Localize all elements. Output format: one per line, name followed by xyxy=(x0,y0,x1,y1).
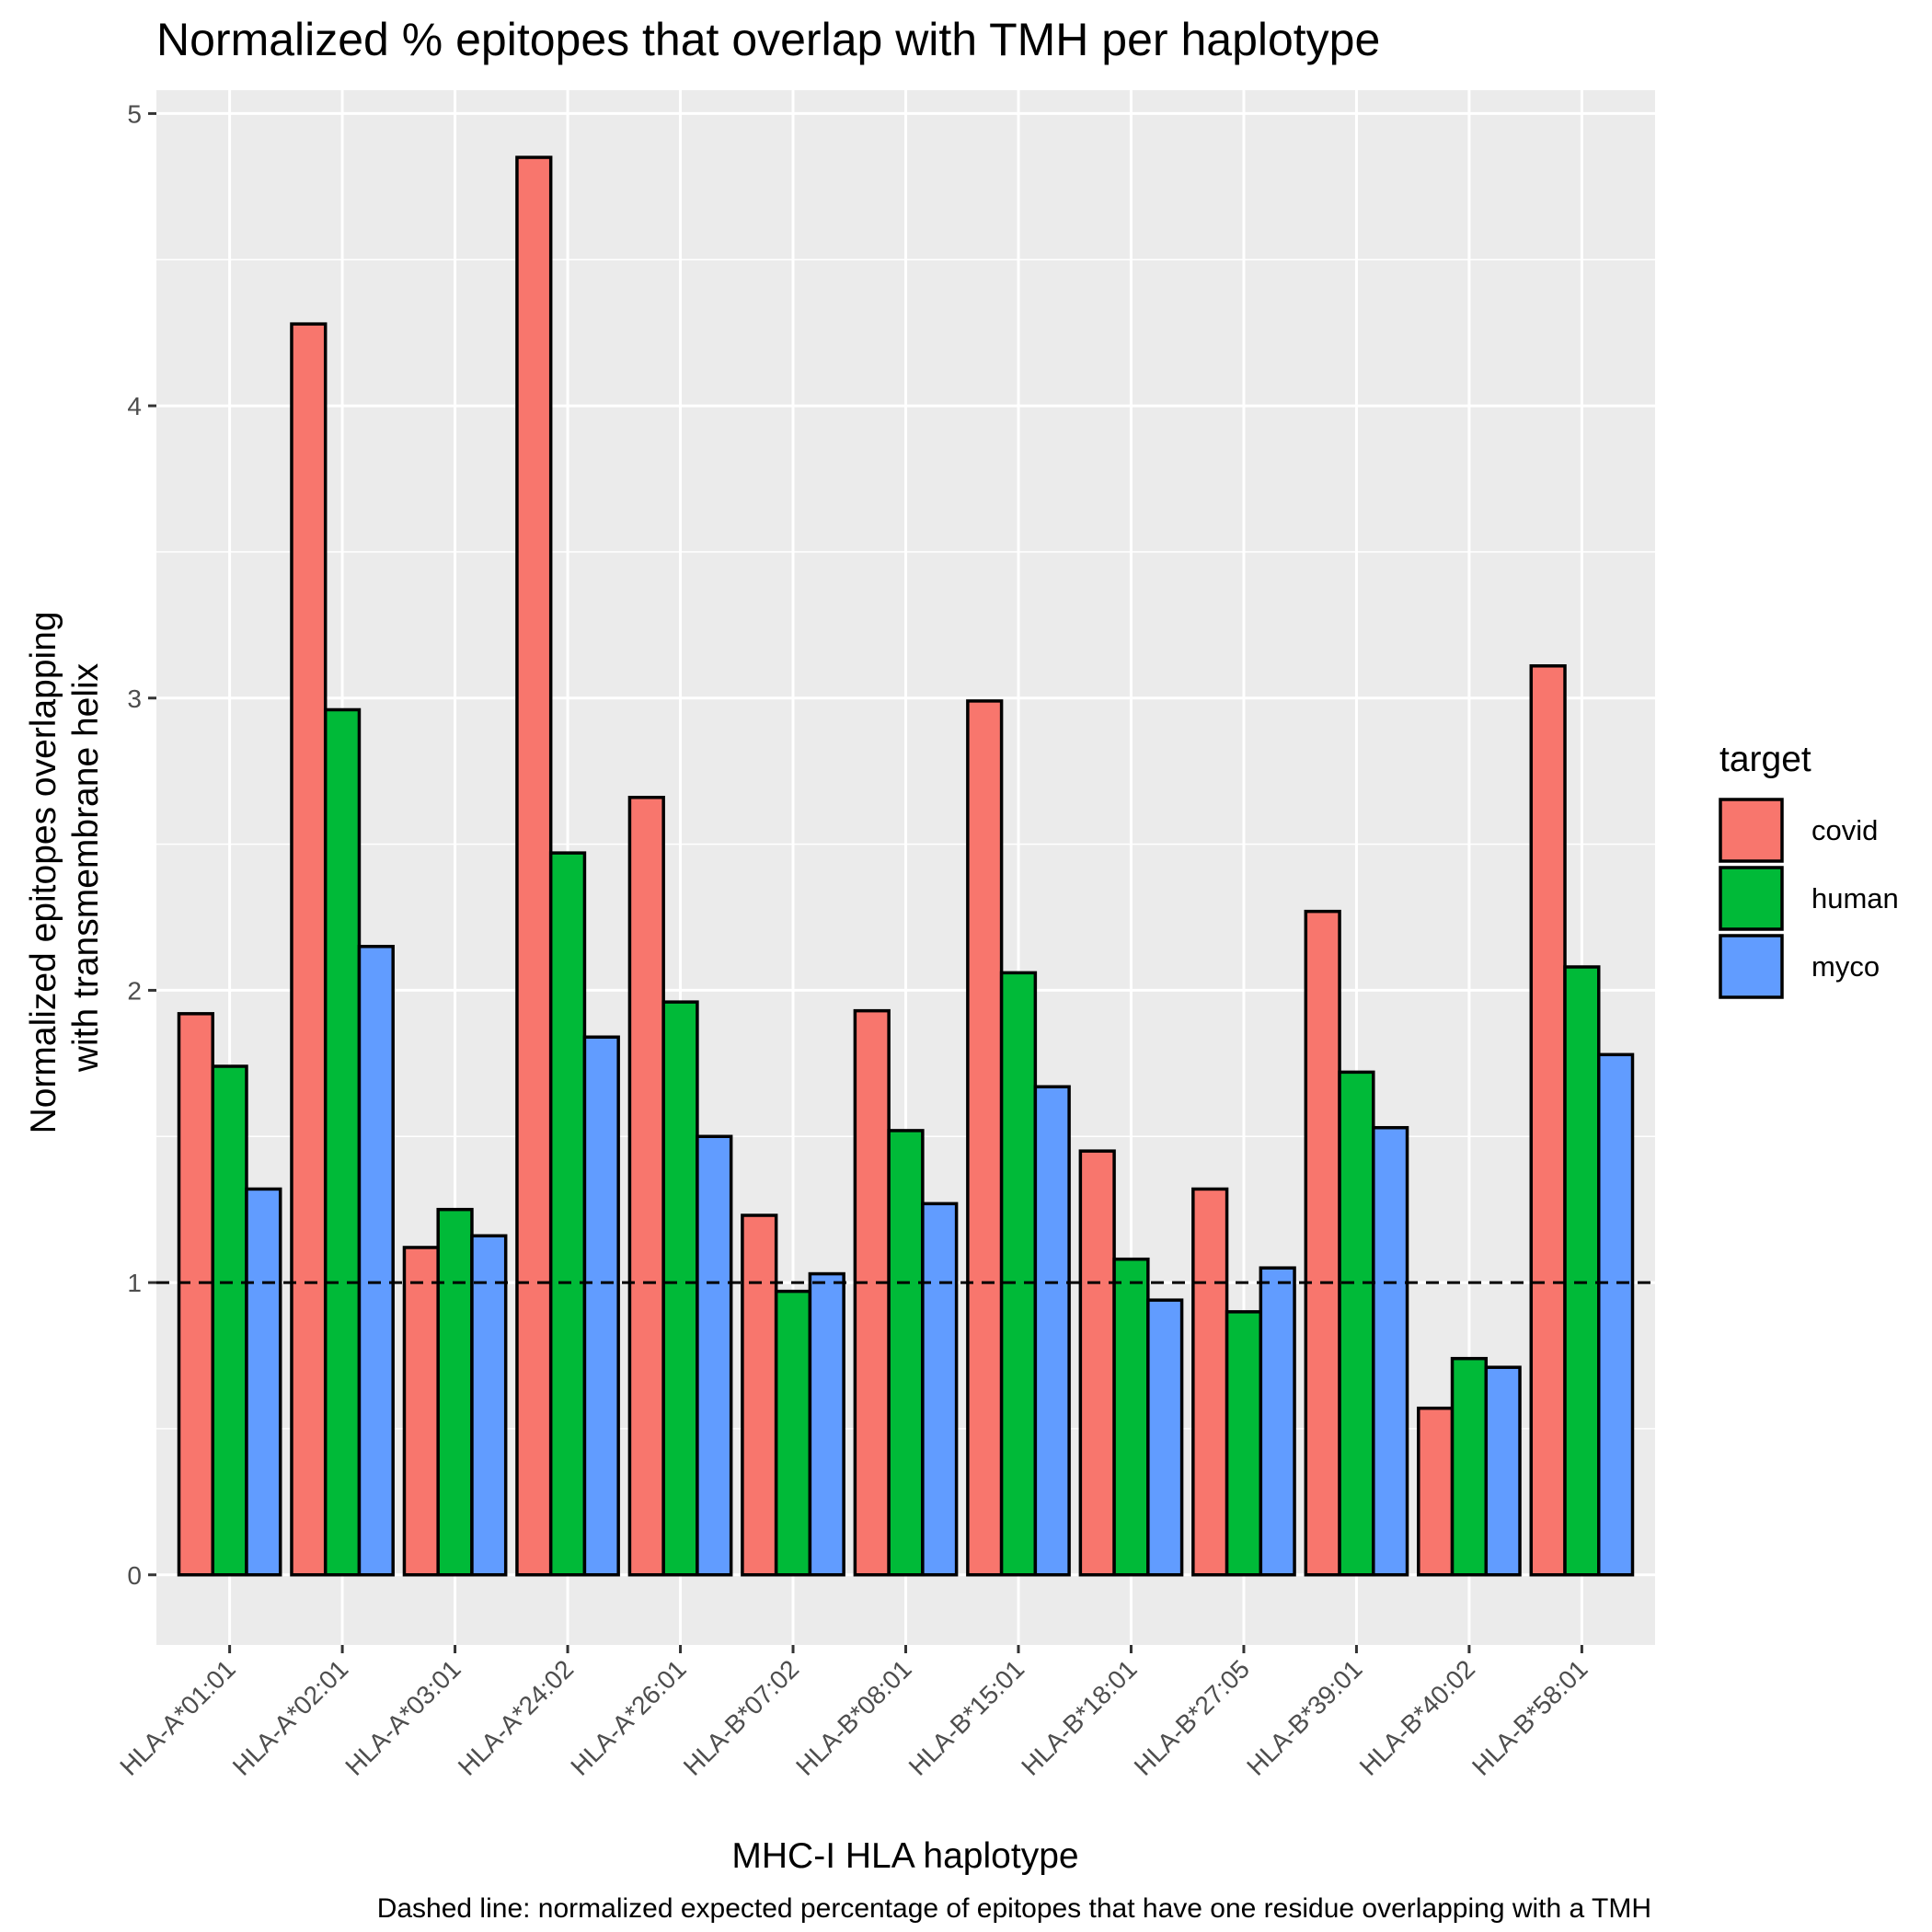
y-axis-title-line-1: Normalized epitopes overlapping xyxy=(24,611,63,1133)
x-tick-label: HLA-B*08:01 xyxy=(790,1654,916,1780)
bar-covid xyxy=(966,699,1004,1577)
bars xyxy=(177,155,1635,1577)
x-tick-label: HLA-A*26:01 xyxy=(565,1654,691,1780)
x-tick-label: HLA-A*01:01 xyxy=(114,1654,240,1780)
bar-myco xyxy=(582,1035,620,1577)
bar-human xyxy=(999,971,1038,1577)
y-axis-title: Normalized epitopes overlapping with tra… xyxy=(24,602,106,1134)
bar-covid xyxy=(853,1008,891,1577)
bar-human xyxy=(1450,1356,1489,1577)
bar-covid xyxy=(515,155,553,1577)
bar-human xyxy=(211,1064,248,1577)
x-axis-title: MHC-I HLA haplotype xyxy=(731,1836,1078,1876)
bar-covid xyxy=(177,1012,214,1577)
bar-human xyxy=(774,1289,812,1577)
bar-human xyxy=(661,1000,699,1577)
bar-myco xyxy=(470,1234,508,1577)
bar-covid xyxy=(627,796,665,1577)
x-axis-ticks: HLA-A*01:01HLA-A*02:01HLA-A*03:01HLA-A*2… xyxy=(114,1645,1593,1781)
x-tick-label: HLA-B*07:02 xyxy=(678,1654,804,1780)
bar-myco xyxy=(1146,1298,1184,1577)
bar-human xyxy=(1563,965,1601,1577)
bar-human xyxy=(548,851,587,1577)
x-tick-label: HLA-B*40:02 xyxy=(1354,1654,1480,1780)
x-tick-label: HLA-A*03:01 xyxy=(339,1654,466,1780)
bar-covid xyxy=(1417,1406,1455,1577)
y-tick-label: 4 xyxy=(127,392,142,420)
legend-label-human: human xyxy=(1811,882,1899,914)
x-tick-label: HLA-B*27:05 xyxy=(1129,1654,1255,1780)
bar-myco xyxy=(696,1134,733,1577)
x-tick-label: HLA-B*39:01 xyxy=(1241,1654,1367,1780)
chart-title: Normalized % epitopes that overlap with … xyxy=(156,14,1380,65)
y-tick-label: 2 xyxy=(127,976,142,1005)
legend: target covid human myco xyxy=(1719,740,1899,999)
bar-myco xyxy=(245,1187,282,1577)
bar-human xyxy=(887,1129,925,1577)
bar-covid xyxy=(1191,1187,1229,1577)
bar-covid xyxy=(402,1246,440,1577)
bar-myco xyxy=(1259,1266,1296,1577)
y-tick-label: 1 xyxy=(127,1269,142,1297)
bar-myco xyxy=(1597,1052,1635,1577)
bar-myco xyxy=(1484,1365,1522,1577)
chart-caption: Dashed line: normalized expected percent… xyxy=(377,1893,1651,1924)
bar-human xyxy=(436,1207,474,1577)
y-tick-label: 0 xyxy=(127,1561,142,1590)
bar-myco xyxy=(808,1271,845,1577)
legend-key-covid xyxy=(1719,798,1784,863)
bar-covid xyxy=(1304,909,1341,1577)
y-axis-ticks: 0 1 2 3 4 5 xyxy=(127,99,156,1590)
bar-myco xyxy=(921,1202,959,1577)
y-tick-label: 5 xyxy=(127,99,142,128)
x-tick-label: HLA-A*24:02 xyxy=(453,1654,579,1780)
bar-covid xyxy=(290,322,328,1577)
x-tick-label: HLA-A*02:01 xyxy=(227,1654,353,1780)
y-tick-label: 3 xyxy=(127,684,142,713)
bar-human xyxy=(323,707,362,1577)
x-tick-label: HLA-B*18:01 xyxy=(1016,1654,1142,1780)
bar-human xyxy=(1225,1310,1263,1577)
legend-label-covid: covid xyxy=(1811,814,1878,846)
legend-title: target xyxy=(1719,740,1811,779)
bar-human xyxy=(1112,1257,1150,1577)
legend-key-myco xyxy=(1719,934,1784,999)
bar-myco xyxy=(1372,1125,1409,1577)
bar-myco xyxy=(1033,1085,1071,1577)
legend-label-myco: myco xyxy=(1811,950,1880,983)
y-axis-title-line-2: with transmembrane helix xyxy=(66,662,106,1073)
bar-human xyxy=(1338,1070,1375,1577)
legend-key-human xyxy=(1719,866,1784,931)
bar-covid xyxy=(1078,1149,1116,1577)
legend-items: covid human myco xyxy=(1719,798,1899,999)
x-tick-label: HLA-B*58:01 xyxy=(1466,1654,1593,1780)
x-tick-label: HLA-B*15:01 xyxy=(903,1654,1029,1780)
bar-covid xyxy=(741,1213,778,1577)
bar-myco xyxy=(357,945,395,1577)
bar-covid xyxy=(1529,664,1567,1577)
